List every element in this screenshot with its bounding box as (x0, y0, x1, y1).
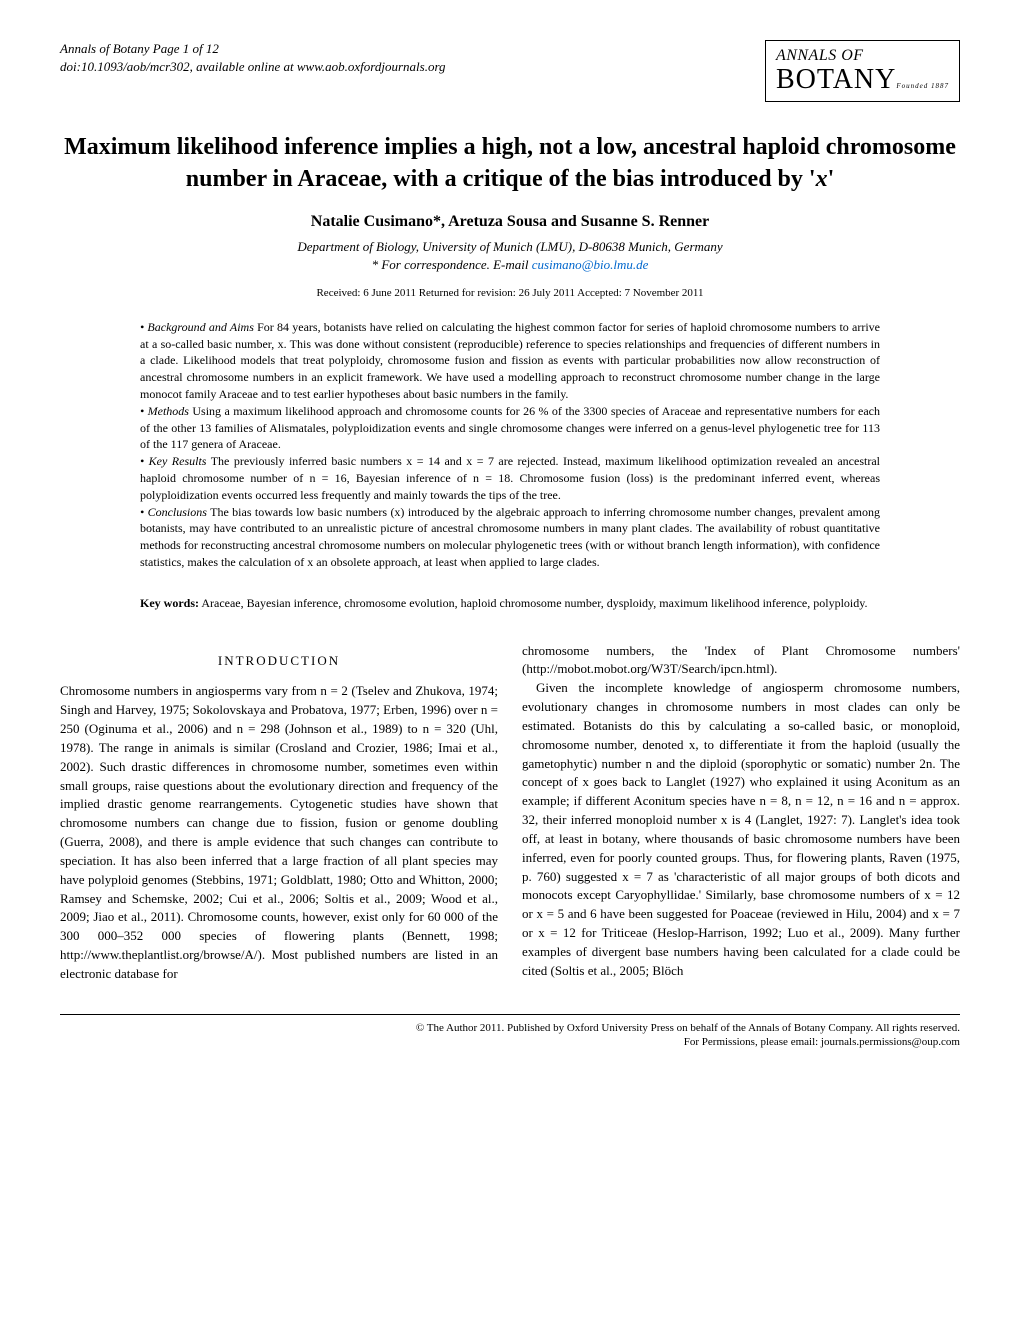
correspondence-email[interactable]: cusimano@bio.lmu.de (532, 257, 649, 272)
body-columns: INTRODUCTION Chromosome numbers in angio… (60, 642, 960, 984)
journal-name: Annals of Botany (60, 41, 150, 56)
keywords: Key words: Araceae, Bayesian inference, … (140, 595, 880, 612)
logo-sub: Founded 1887 (896, 82, 949, 90)
right-column: chromosome numbers, the 'Index of Plant … (522, 642, 960, 984)
copyright-line: © The Author 2011. Published by Oxford U… (60, 1021, 960, 1035)
intro-heading: INTRODUCTION (60, 652, 498, 671)
article-dates: Received: 6 June 2011 Returned for revis… (60, 287, 960, 299)
abstract-conclusions: • Conclusions The bias towards low basic… (140, 504, 880, 571)
permissions-line: For Permissions, please email: journals.… (60, 1035, 960, 1049)
intro-para-left: Chromosome numbers in angiosperms vary f… (60, 682, 498, 984)
article-title: Maximum likelihood inference implies a h… (60, 132, 960, 194)
affiliation: Department of Biology, University of Mun… (60, 239, 960, 255)
intro-para-right-main: Given the incomplete knowledge of angios… (522, 679, 960, 981)
logo-line2: BOTANYFounded 1887 (776, 65, 949, 96)
abstract-background: • Background and Aims For 84 years, bota… (140, 319, 880, 403)
journal-logo: ANNALS OF BOTANYFounded 1887 (765, 40, 960, 102)
abstract-results: • Key Results The previously inferred ba… (140, 453, 880, 503)
logo-line1: ANNALS OF (776, 47, 949, 65)
intro-para-right-top: chromosome numbers, the 'Index of Plant … (522, 642, 960, 680)
header-left: Annals of Botany Page 1 of 12 doi:10.109… (60, 40, 446, 76)
correspondence: * For correspondence. E-mail cusimano@bi… (60, 257, 960, 273)
page-range: Page 1 of 12 (153, 41, 219, 56)
abstract: • Background and Aims For 84 years, bota… (140, 319, 880, 571)
page-header: Annals of Botany Page 1 of 12 doi:10.109… (60, 40, 960, 102)
footer: © The Author 2011. Published by Oxford U… (60, 1014, 960, 1050)
doi-line: doi:10.1093/aob/mcr302, available online… (60, 59, 446, 74)
authors: Natalie Cusimano*, Aretuza Sousa and Sus… (60, 213, 960, 231)
abstract-methods: • Methods Using a maximum likelihood app… (140, 403, 880, 453)
left-column: INTRODUCTION Chromosome numbers in angio… (60, 642, 498, 984)
